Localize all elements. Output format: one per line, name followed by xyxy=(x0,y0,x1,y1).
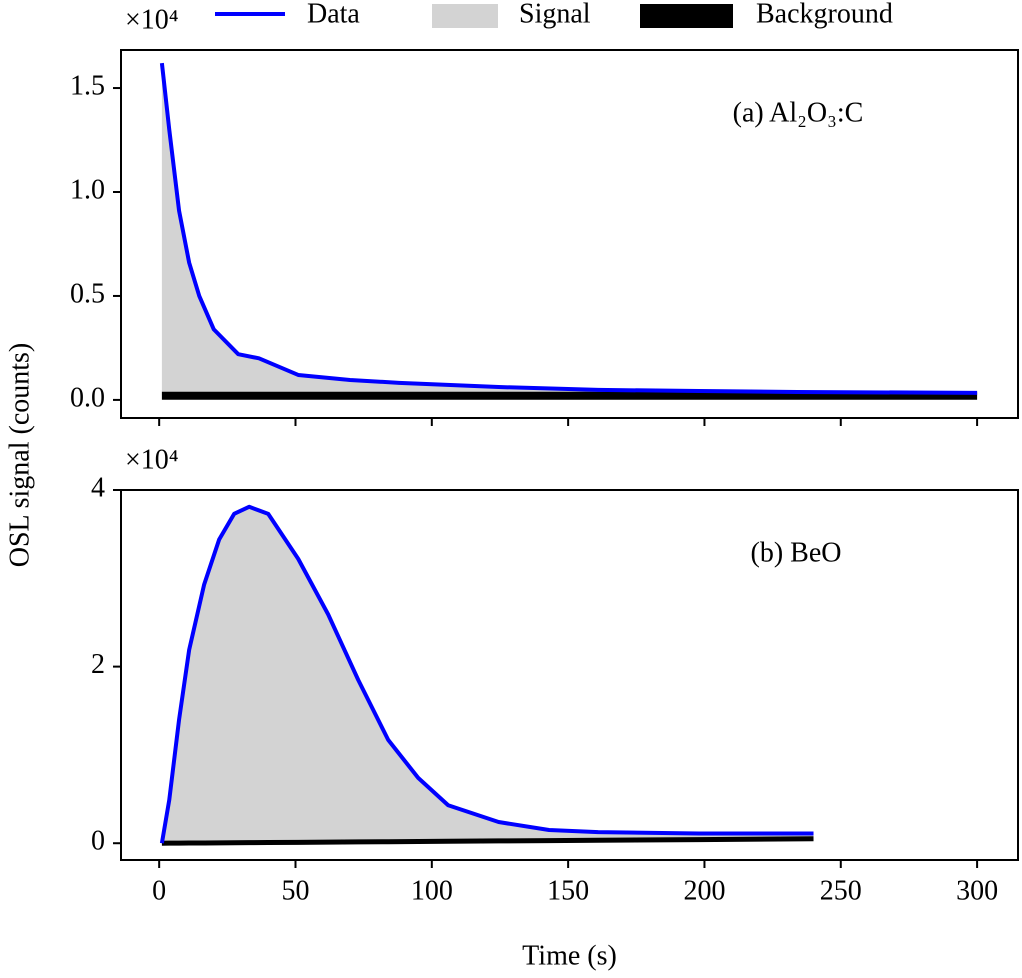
y-tick-label: 0.0 xyxy=(70,382,105,413)
x-axis-label: Time (s) xyxy=(522,940,617,971)
x-tick-label: 50 xyxy=(281,875,309,906)
x-tick-label: 100 xyxy=(411,875,453,906)
y-tick-label: 2 xyxy=(91,649,105,680)
y-tick-label: 0 xyxy=(91,826,105,857)
legend-swatch xyxy=(432,4,498,28)
y-tick-label: 1.0 xyxy=(70,174,105,205)
legend-label: Background xyxy=(756,0,893,29)
annotation: (a) Al₂O₃:C xyxy=(733,97,864,128)
x-tick-label: 300 xyxy=(956,875,998,906)
legend-label: Data xyxy=(307,0,360,29)
data-line xyxy=(159,504,814,844)
legend-label: Signal xyxy=(519,0,591,29)
offset-text: ×10⁴ xyxy=(125,444,179,475)
annotation: (b) BeO xyxy=(751,537,842,568)
offset-text: ×10⁴ xyxy=(125,4,179,35)
axes-frame xyxy=(120,49,1019,419)
signal-area xyxy=(161,506,814,844)
y-axis-label: OSL signal (counts) xyxy=(4,343,35,568)
data-line xyxy=(159,62,978,395)
signal-area xyxy=(161,63,978,396)
y-tick-label: 4 xyxy=(91,472,105,503)
legend-swatch xyxy=(640,4,733,28)
x-tick-label: 250 xyxy=(820,875,862,906)
y-tick-label: 1.5 xyxy=(70,70,105,101)
background-line xyxy=(161,836,814,846)
y-tick-label: 0.5 xyxy=(70,278,105,309)
x-tick-label: 200 xyxy=(683,875,725,906)
x-tick-label: 150 xyxy=(547,875,589,906)
x-tick-label: 0 xyxy=(152,875,166,906)
axes-frame xyxy=(120,489,1019,861)
